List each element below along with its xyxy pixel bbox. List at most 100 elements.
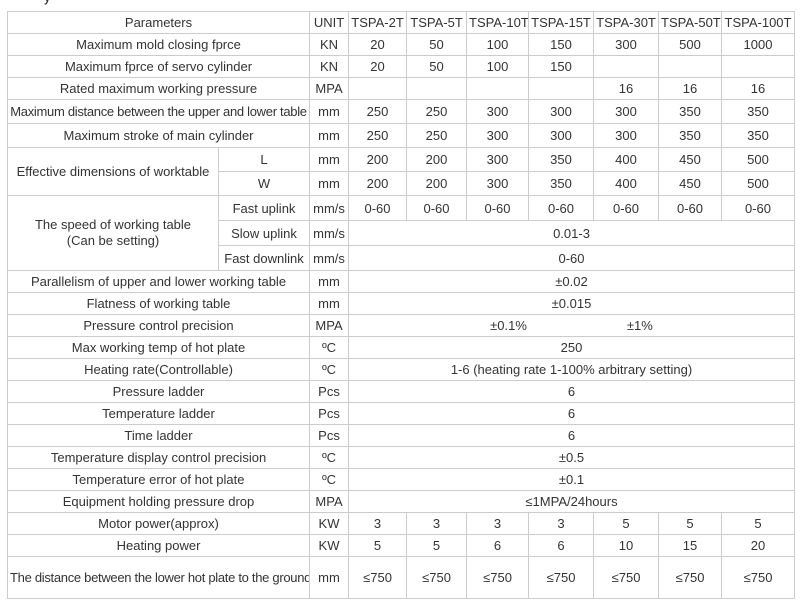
- table-cell: 5: [721, 512, 796, 535]
- row-unit: MPA: [309, 314, 350, 337]
- table-cell: 16: [658, 77, 723, 100]
- row-label: Motor power(approx): [6, 512, 311, 535]
- table-cell-merged: ≤1MPA/24hours: [348, 490, 796, 513]
- table-cell: 300: [593, 123, 660, 148]
- table-cell: 3: [406, 512, 468, 535]
- row-label: Maximum fprce of servo cylinder: [6, 55, 311, 78]
- table-cell: ≤750: [348, 556, 408, 599]
- table-cell: 300: [466, 171, 530, 196]
- header-model: TSPA-100T: [721, 11, 796, 34]
- table-row: Slow uplink mm/s 0.01-3: [8, 220, 796, 246]
- table-row: Maximum mold closing fprce KN 20 50 100 …: [6, 33, 796, 56]
- row-label: Heating rate(Controllable): [6, 358, 311, 381]
- row-label: Equipment holding pressure drop: [6, 490, 311, 513]
- row-label: Pressure control precision: [6, 314, 311, 337]
- table-cell: ≤750: [528, 556, 595, 599]
- row-label: Maximum stroke of main cylinder: [6, 123, 311, 148]
- row-label: The distance between the lower hot plate…: [6, 556, 311, 599]
- row-unit: ºC: [309, 446, 350, 469]
- table-cell: 350: [528, 171, 595, 196]
- table-cell-merged: 0-60: [348, 245, 796, 271]
- table-row: Heating power KW 5 5 6 6 10 15 20: [6, 534, 796, 557]
- header-model: TSPA-5T: [406, 11, 468, 34]
- header-model: TSPA-30T: [593, 11, 660, 34]
- table-cell-merged: 6: [348, 402, 796, 425]
- table-cell: 250: [406, 99, 468, 124]
- table-row: Pressure control precision MPA ±0.1% ±1%: [6, 314, 796, 337]
- table-row: W mm 200 200 300 350 400 450 500: [8, 171, 796, 196]
- row-label: Parallelism of upper and lower working t…: [6, 270, 311, 293]
- table-cell: [658, 55, 723, 78]
- table-cell: 350: [658, 99, 723, 124]
- table-cell: 0-60: [593, 195, 660, 221]
- table-cell: 200: [406, 171, 468, 196]
- table-row: Maximum distance between the upper and l…: [6, 99, 796, 124]
- pressure-precision-left: ±0.1%: [490, 318, 527, 333]
- row-label-speed: The speed of working table (Can be setti…: [7, 195, 219, 271]
- table-cell: 20: [348, 55, 408, 78]
- table-cell: ≤750: [593, 556, 660, 599]
- table-cell: 300: [528, 99, 595, 124]
- row-sublabel: Fast uplink: [217, 195, 311, 221]
- row-unit: mm: [309, 270, 350, 293]
- table-row: Maximum fprce of servo cylinder KN 20 50…: [6, 55, 796, 78]
- row-unit: Pcs: [309, 402, 350, 425]
- row-unit: KW: [309, 534, 350, 557]
- table-cell: [466, 77, 530, 100]
- row-label: Temperature display control precision: [6, 446, 311, 469]
- table-cell: 5: [658, 512, 723, 535]
- table-cell: 50: [406, 55, 468, 78]
- table-cell: 1000: [721, 33, 796, 56]
- table-cell-merged: ±0.02: [348, 270, 796, 293]
- speed-label-line1: The speed of working table: [34, 217, 192, 232]
- row-label: Temperature ladder: [6, 402, 311, 425]
- header-model: TSPA-15T: [528, 11, 595, 34]
- table-row: Fast downlink mm/s 0-60: [8, 245, 796, 271]
- table-cell: 150: [528, 55, 595, 78]
- table-cell: 350: [528, 147, 595, 172]
- table-cell: 300: [466, 99, 530, 124]
- table-cell: [348, 77, 408, 100]
- row-unit: Pcs: [309, 380, 350, 403]
- table-row: The speed of working table (Can be setti…: [7, 195, 796, 271]
- row-unit: Pcs: [309, 424, 350, 447]
- table-cell: 300: [466, 123, 530, 148]
- table-cell-merged: ±0.5: [348, 446, 796, 469]
- table-cell: 6: [466, 534, 530, 557]
- row-unit: mm/s: [309, 245, 350, 271]
- table-cell: 200: [406, 147, 468, 172]
- row-unit: ºC: [309, 468, 350, 491]
- table-cell: 3: [528, 512, 595, 535]
- table-cell: 200: [348, 171, 408, 196]
- table-cell: 16: [721, 77, 796, 100]
- table-cell: 500: [721, 147, 796, 172]
- table-cell: 250: [348, 123, 408, 148]
- row-label: Pressure ladder: [6, 380, 311, 403]
- table-row: Time ladder Pcs 6: [6, 424, 796, 447]
- row-unit: mm/s: [309, 195, 350, 221]
- table-cell-merged: 250: [348, 336, 796, 359]
- table-cell: ≤750: [406, 556, 468, 599]
- table-cell: ≤750: [466, 556, 530, 599]
- row-label-worktable: Effective dimensions of worktable: [7, 147, 219, 196]
- row-unit: mm: [309, 292, 350, 315]
- table-cell-merged: ±0.1: [348, 468, 796, 491]
- pressure-precision-right: ±1%: [626, 318, 653, 333]
- row-label: Maximum distance between the upper and l…: [6, 99, 311, 124]
- row-sublabel: Slow uplink: [217, 220, 311, 246]
- table-cell: 450: [658, 147, 723, 172]
- table-cell: 350: [658, 123, 723, 148]
- table-cell-merged: 0.01-3: [348, 220, 796, 246]
- table-row: Equipment holding pressure drop MPA ≤1MP…: [6, 490, 796, 513]
- table-cell: 300: [528, 123, 595, 148]
- table-row: Temperature ladder Pcs 6: [6, 402, 796, 425]
- table-cell: 20: [348, 33, 408, 56]
- row-sublabel: L: [217, 147, 311, 172]
- row-unit: mm/s: [309, 220, 350, 246]
- table-cell: 100: [466, 55, 530, 78]
- row-unit: mm: [309, 556, 350, 599]
- table-cell: 150: [528, 33, 595, 56]
- table-cell: ≤750: [721, 556, 796, 599]
- row-unit: mm: [309, 123, 350, 148]
